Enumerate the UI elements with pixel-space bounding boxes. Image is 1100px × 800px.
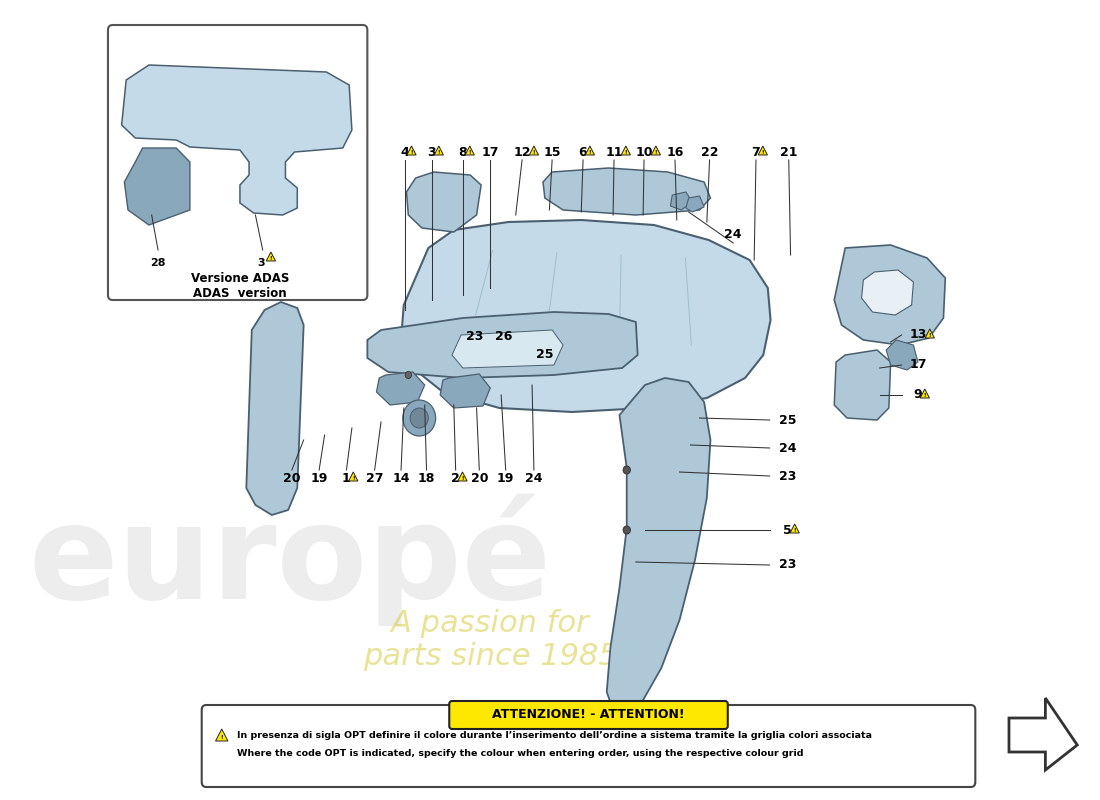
Text: !: ! xyxy=(352,476,354,481)
Text: 13: 13 xyxy=(910,329,926,342)
Circle shape xyxy=(405,371,411,378)
Text: 25: 25 xyxy=(536,349,553,362)
Text: 9: 9 xyxy=(914,389,922,402)
Polygon shape xyxy=(834,245,945,345)
Text: 24: 24 xyxy=(725,229,742,242)
Text: 16: 16 xyxy=(667,146,684,158)
Polygon shape xyxy=(921,389,929,398)
Text: 20: 20 xyxy=(283,471,300,485)
Polygon shape xyxy=(861,270,913,315)
Text: 3: 3 xyxy=(428,146,437,158)
Text: !: ! xyxy=(924,393,926,398)
Text: ATTENZIONE! - ATTENTION!: ATTENZIONE! - ATTENTION! xyxy=(492,709,685,722)
Polygon shape xyxy=(407,146,416,155)
Text: !: ! xyxy=(625,150,627,155)
Polygon shape xyxy=(246,302,304,515)
Text: 24: 24 xyxy=(525,471,542,485)
Polygon shape xyxy=(925,329,935,338)
Text: 23: 23 xyxy=(466,330,483,343)
Polygon shape xyxy=(529,146,539,155)
Text: 7: 7 xyxy=(751,146,760,158)
Text: 23: 23 xyxy=(779,470,796,482)
Polygon shape xyxy=(124,148,190,225)
Text: !: ! xyxy=(654,150,657,155)
Text: !: ! xyxy=(588,150,591,155)
Text: 11: 11 xyxy=(605,146,623,158)
Text: 10: 10 xyxy=(636,146,652,158)
Polygon shape xyxy=(651,146,660,155)
Polygon shape xyxy=(621,146,630,155)
Text: 5: 5 xyxy=(783,523,792,537)
Text: 17: 17 xyxy=(910,358,926,371)
Text: !: ! xyxy=(220,735,223,740)
Text: Versione ADAS
ADAS  version: Versione ADAS ADAS version xyxy=(190,272,289,300)
Text: 23: 23 xyxy=(779,558,796,571)
Polygon shape xyxy=(458,472,468,481)
Polygon shape xyxy=(790,524,800,533)
Polygon shape xyxy=(686,196,704,212)
Text: 20: 20 xyxy=(471,471,488,485)
Polygon shape xyxy=(376,372,425,405)
Circle shape xyxy=(623,466,630,474)
Circle shape xyxy=(410,408,428,428)
Text: 12: 12 xyxy=(514,146,531,158)
Text: !: ! xyxy=(469,150,471,155)
Polygon shape xyxy=(834,350,891,420)
Text: 4: 4 xyxy=(400,146,409,158)
Circle shape xyxy=(403,400,436,436)
Polygon shape xyxy=(887,340,918,370)
Polygon shape xyxy=(670,192,692,210)
Text: !: ! xyxy=(461,476,464,481)
Polygon shape xyxy=(1009,698,1077,770)
Polygon shape xyxy=(367,312,638,378)
Text: 28: 28 xyxy=(151,258,166,268)
Text: 19: 19 xyxy=(497,471,515,485)
FancyBboxPatch shape xyxy=(108,25,367,300)
Text: 21: 21 xyxy=(780,146,798,158)
Polygon shape xyxy=(434,146,443,155)
Text: !: ! xyxy=(438,150,440,155)
Polygon shape xyxy=(543,168,711,215)
Polygon shape xyxy=(266,252,275,261)
Text: 8: 8 xyxy=(459,146,468,158)
Circle shape xyxy=(623,526,630,534)
Text: 15: 15 xyxy=(543,146,561,158)
Text: 2: 2 xyxy=(451,471,460,485)
Polygon shape xyxy=(349,472,358,481)
Text: 25: 25 xyxy=(779,414,796,426)
Text: 14: 14 xyxy=(393,471,410,485)
Text: 18: 18 xyxy=(418,471,436,485)
Text: !: ! xyxy=(928,333,931,338)
Text: In presenza di sigla OPT definire il colore durante l’inserimento dell’ordine a : In presenza di sigla OPT definire il col… xyxy=(238,730,872,739)
Polygon shape xyxy=(585,146,594,155)
Polygon shape xyxy=(452,330,563,368)
Polygon shape xyxy=(758,146,768,155)
Text: 27: 27 xyxy=(366,471,384,485)
Text: !: ! xyxy=(410,150,412,155)
Polygon shape xyxy=(407,172,481,232)
Text: !: ! xyxy=(532,150,536,155)
Text: 6: 6 xyxy=(579,146,587,158)
Text: 26: 26 xyxy=(495,330,513,343)
Text: 19: 19 xyxy=(310,471,328,485)
Polygon shape xyxy=(122,65,352,215)
Text: 22: 22 xyxy=(701,146,718,158)
Text: 3: 3 xyxy=(257,258,265,268)
Text: europé: europé xyxy=(29,494,551,626)
FancyBboxPatch shape xyxy=(449,701,728,729)
FancyBboxPatch shape xyxy=(201,705,976,787)
Polygon shape xyxy=(465,146,474,155)
Polygon shape xyxy=(440,374,491,408)
Polygon shape xyxy=(607,378,711,715)
Text: 1: 1 xyxy=(342,471,351,485)
Text: A passion for
parts since 1985: A passion for parts since 1985 xyxy=(363,609,617,671)
Polygon shape xyxy=(216,729,228,741)
Text: 24: 24 xyxy=(779,442,796,454)
Text: Where the code OPT is indicated, specify the colour when entering order, using t: Where the code OPT is indicated, specify… xyxy=(238,750,804,758)
Text: !: ! xyxy=(793,528,796,533)
Polygon shape xyxy=(402,220,770,412)
Text: !: ! xyxy=(761,150,764,155)
Text: !: ! xyxy=(270,256,272,261)
Text: 17: 17 xyxy=(482,146,499,158)
